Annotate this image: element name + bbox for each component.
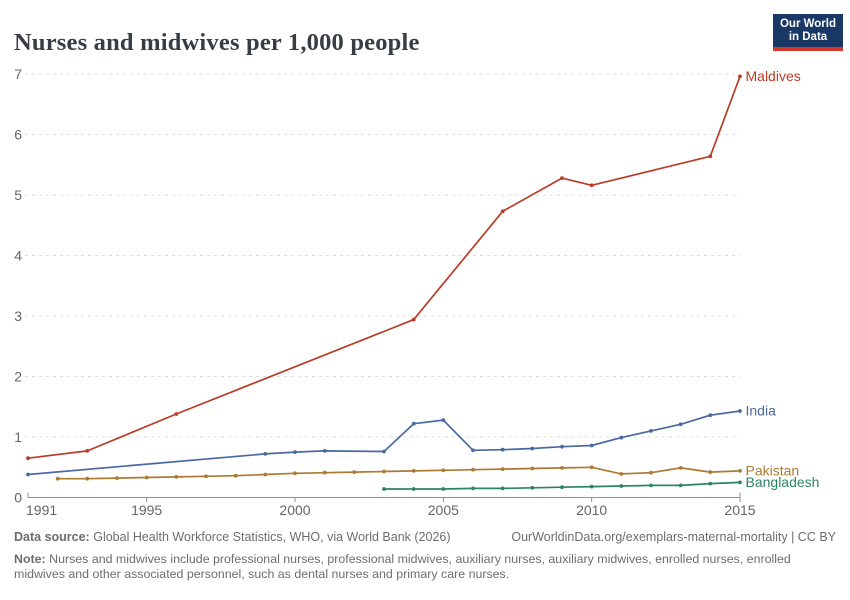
series-point-pakistan-2011 bbox=[619, 472, 624, 476]
y-tick-label-7: 7 bbox=[14, 66, 22, 82]
series-point-india-2015 bbox=[738, 409, 742, 413]
series-point-pakistan-1992 bbox=[55, 476, 60, 481]
series-point-pakistan-2007 bbox=[500, 467, 505, 471]
series-point-india-2003 bbox=[382, 449, 386, 454]
y-tick-label-2: 2 bbox=[14, 369, 22, 385]
series-point-pakistan-1995 bbox=[144, 475, 149, 480]
series-point-india-2011 bbox=[619, 435, 624, 440]
x-tick-label-2015: 2015 bbox=[724, 502, 755, 518]
data-source-text: Data source: Global Health Workforce Sta… bbox=[14, 530, 451, 544]
series-label-maldives: Maldives bbox=[746, 68, 801, 84]
series-point-maldives-1993 bbox=[85, 449, 90, 453]
series-point-india-2001 bbox=[322, 449, 327, 453]
series-point-pakistan-2009 bbox=[560, 466, 564, 470]
series-point-india-1999 bbox=[263, 452, 268, 456]
series-point-pakistan-2010 bbox=[589, 465, 594, 470]
series-point-bangladesh-2012 bbox=[649, 483, 653, 488]
owid-logo: Our World in Data bbox=[773, 14, 843, 51]
chart-note: Note: Nurses and midwives include profes… bbox=[14, 552, 791, 581]
series-point-pakistan-2002 bbox=[352, 470, 357, 474]
series-line-maldives bbox=[27, 75, 741, 460]
x-tick-label-1991: 1991 bbox=[26, 502, 57, 518]
series-line-india bbox=[27, 410, 741, 476]
series-point-pakistan-2006 bbox=[471, 467, 475, 472]
y-tick-label-0: 0 bbox=[14, 490, 22, 506]
data-source-label: Data source: bbox=[14, 530, 90, 544]
series-point-pakistan-2003 bbox=[382, 469, 386, 474]
series-point-bangladesh-2008 bbox=[530, 485, 535, 490]
series-point-pakistan-1998 bbox=[233, 473, 238, 478]
note-label: Note: bbox=[14, 552, 46, 566]
series-point-pakistan-2001 bbox=[322, 470, 327, 475]
series-point-india-1991 bbox=[26, 472, 30, 477]
series-point-india-2005 bbox=[441, 418, 446, 422]
x-tick-label-2005: 2005 bbox=[428, 502, 459, 518]
series-point-bangladesh-2010 bbox=[589, 484, 594, 489]
owid-logo-line1: Our World bbox=[779, 17, 836, 30]
series-point-india-2010 bbox=[589, 443, 594, 448]
series-point-maldives-2015 bbox=[738, 74, 742, 79]
y-tick-label-1: 1 bbox=[14, 429, 22, 445]
series-point-pakistan-1996 bbox=[174, 475, 179, 479]
owid-logo-accent-strip bbox=[773, 47, 843, 51]
series-label-pakistan: Pakistan bbox=[746, 462, 800, 478]
y-tick-label-3: 3 bbox=[14, 308, 22, 324]
series-point-pakistan-2013 bbox=[678, 466, 683, 470]
series-point-pakistan-2008 bbox=[530, 466, 535, 471]
series-point-pakistan-2000 bbox=[293, 471, 297, 476]
owid-logo-box: Our World in Data bbox=[773, 14, 843, 47]
series-point-india-2000 bbox=[293, 450, 297, 454]
series-point-pakistan-1994 bbox=[115, 476, 119, 480]
series-point-bangladesh-2014 bbox=[708, 481, 713, 486]
series-point-india-2004 bbox=[411, 421, 416, 426]
series-label-bangladesh: Bangladesh bbox=[746, 474, 820, 490]
series-point-pakistan-2015 bbox=[738, 469, 742, 473]
series-point-pakistan-1999 bbox=[263, 472, 268, 477]
x-tick-label-2000: 2000 bbox=[279, 502, 310, 518]
series-point-maldives-2004 bbox=[411, 317, 416, 322]
series-point-bangladesh-2007 bbox=[500, 486, 505, 491]
series-point-maldives-2010 bbox=[589, 183, 594, 188]
series-point-bangladesh-2006 bbox=[471, 486, 475, 491]
series-point-bangladesh-2003 bbox=[382, 487, 386, 491]
attribution-text: OurWorldinData.org/exemplars-maternal-mo… bbox=[511, 530, 836, 544]
y-tick-label-6: 6 bbox=[14, 127, 22, 143]
series-point-india-2014 bbox=[708, 413, 713, 418]
x-tick-label-2010: 2010 bbox=[576, 502, 607, 518]
chart-footer: Data source: Global Health Workforce Sta… bbox=[14, 530, 836, 544]
series-point-maldives-2009 bbox=[560, 176, 564, 181]
y-tick-label-5: 5 bbox=[14, 187, 22, 203]
chart-title: Nurses and midwives per 1,000 people bbox=[14, 29, 420, 57]
series-point-india-2012 bbox=[649, 429, 653, 433]
series-point-bangladesh-2009 bbox=[560, 485, 564, 490]
series-point-pakistan-2005 bbox=[441, 468, 446, 473]
series-point-bangladesh-2004 bbox=[411, 487, 416, 491]
y-tick-label-4: 4 bbox=[14, 248, 22, 264]
series-point-india-2008 bbox=[530, 446, 535, 451]
series-label-india: India bbox=[746, 402, 777, 418]
series-point-bangladesh-2013 bbox=[678, 483, 683, 488]
series-point-pakistan-2012 bbox=[649, 470, 653, 475]
series-point-pakistan-1997 bbox=[204, 474, 208, 479]
series-point-india-2009 bbox=[560, 444, 564, 449]
series-point-pakistan-2004 bbox=[411, 469, 416, 473]
series-point-maldives-1996 bbox=[174, 412, 179, 416]
series-line-pakistan bbox=[56, 466, 741, 480]
series-point-pakistan-2014 bbox=[708, 470, 713, 474]
series-point-bangladesh-2005 bbox=[441, 487, 446, 491]
series-point-india-2006 bbox=[471, 448, 475, 453]
series-point-bangladesh-2015 bbox=[738, 480, 742, 485]
x-tick-label-1995: 1995 bbox=[131, 502, 162, 518]
series-point-bangladesh-2011 bbox=[619, 484, 624, 488]
series-point-pakistan-1993 bbox=[85, 476, 90, 481]
series-point-maldives-2007 bbox=[500, 209, 505, 214]
series-point-maldives-1991 bbox=[26, 456, 30, 461]
owid-logo-line2: in Data bbox=[788, 30, 828, 43]
series-point-india-2007 bbox=[500, 447, 505, 452]
series-point-india-2013 bbox=[678, 422, 683, 427]
series-point-maldives-2014 bbox=[708, 154, 713, 159]
